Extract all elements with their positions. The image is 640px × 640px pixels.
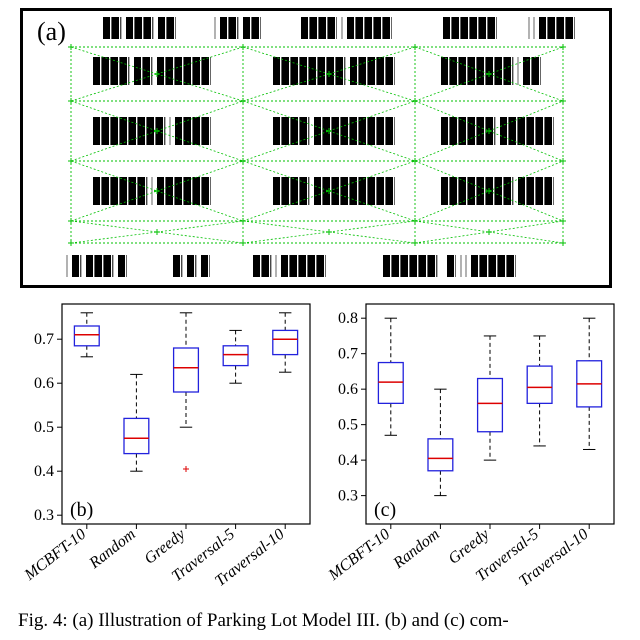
svg-text:0.6: 0.6: [338, 381, 358, 398]
bottom-panels: 0.30.40.50.60.7MCBFT-10RandomGreedyTrave…: [20, 298, 620, 594]
figure-caption: Fig. 4: (a) Illustration of Parking Lot …: [18, 610, 509, 632]
svg-text:0.3: 0.3: [34, 507, 54, 524]
parking-lot-svg: [23, 11, 609, 285]
svg-text:0.4: 0.4: [338, 452, 358, 469]
svg-text:0.7: 0.7: [338, 346, 358, 363]
svg-text:0.4: 0.4: [34, 463, 54, 480]
panel-a-label: (a): [37, 17, 66, 47]
panel-c: 0.30.40.50.60.70.8MCBFT-10RandomGreedyTr…: [324, 298, 620, 594]
svg-text:MCBFT-10: MCBFT-10: [21, 526, 89, 585]
svg-text:Random: Random: [86, 526, 139, 573]
svg-text:0.8: 0.8: [338, 310, 358, 327]
svg-text:(b): (b): [70, 499, 93, 521]
svg-text:0.6: 0.6: [34, 375, 54, 392]
svg-text:0.5: 0.5: [34, 419, 54, 436]
svg-text:Random: Random: [390, 526, 443, 573]
panel-a: (a): [20, 8, 612, 288]
svg-text:MCBFT-10: MCBFT-10: [325, 526, 393, 585]
svg-text:0.3: 0.3: [338, 488, 358, 505]
svg-text:0.7: 0.7: [34, 331, 54, 348]
figure-container: (a) 0.30.40.50.60.7MCBFT-10RandomGreedyT…: [20, 8, 620, 594]
panel-b: 0.30.40.50.60.7MCBFT-10RandomGreedyTrave…: [20, 298, 316, 594]
svg-text:(c): (c): [374, 499, 396, 521]
svg-text:0.5: 0.5: [338, 417, 358, 434]
